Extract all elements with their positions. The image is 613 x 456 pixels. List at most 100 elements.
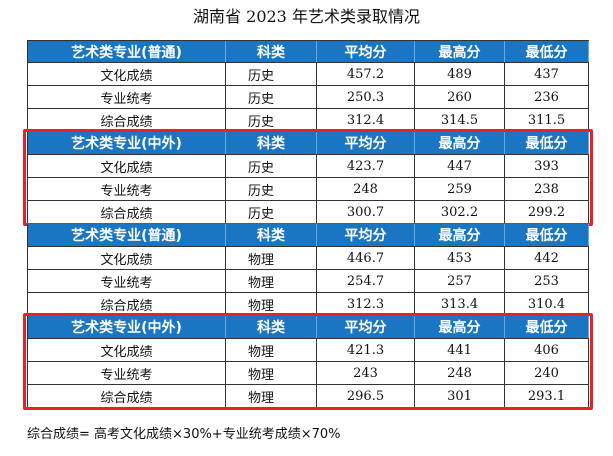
max-cell: 259 <box>415 178 505 200</box>
header-subject-cell: 科类 <box>226 41 317 62</box>
min-cell: 299.2 <box>505 201 589 223</box>
avg-cell: 296.5 <box>317 385 415 407</box>
section-name-cell: 艺术类专业(普通) <box>27 41 226 62</box>
min-cell: 253 <box>505 270 589 292</box>
row-label-cell: 专业统考 <box>27 270 226 292</box>
table-row: 综合成绩 物理 312.3 313.4 310.4 <box>27 293 589 316</box>
table-row: 综合成绩 物理 296.5 301 293.1 <box>27 385 589 408</box>
subject-cell: 历史 <box>226 155 317 177</box>
header-min-cell: 最低分 <box>505 132 589 154</box>
avg-cell: 421.3 <box>317 339 415 361</box>
header-max-cell: 最高分 <box>415 41 505 62</box>
avg-cell: 254.7 <box>317 270 415 292</box>
subject-cell: 历史 <box>226 86 317 108</box>
max-cell: 314.5 <box>415 109 505 131</box>
row-label-cell: 文化成绩 <box>27 155 226 177</box>
section-name-cell: 艺术类专业(中外) <box>27 132 226 154</box>
row-label-cell: 专业统考 <box>27 86 226 108</box>
section-name-cell: 艺术类专业(普通) <box>27 224 226 246</box>
header-max-cell: 最高分 <box>415 316 505 338</box>
admission-table: 艺术类专业(普通) 科类 平均分 最高分 最低分 文化成绩 历史 457.2 4… <box>23 40 593 410</box>
row-label-cell: 专业统考 <box>27 362 226 384</box>
header-min-cell: 最低分 <box>505 224 589 246</box>
header-subject-cell: 科类 <box>226 316 317 338</box>
max-cell: 248 <box>415 362 505 384</box>
table-row: 综合成绩 历史 300.7 302.2 299.2 <box>27 201 589 224</box>
header-min-cell: 最低分 <box>505 41 589 62</box>
header-avg-cell: 平均分 <box>317 132 415 154</box>
max-cell: 453 <box>415 247 505 269</box>
subject-cell: 历史 <box>226 201 317 223</box>
table-row: 文化成绩 历史 423.7 447 393 <box>27 155 589 178</box>
max-cell: 302.2 <box>415 201 505 223</box>
header-avg-cell: 平均分 <box>317 41 415 62</box>
avg-cell: 312.4 <box>317 109 415 131</box>
table-header-row: 艺术类专业(普通) 科类 平均分 最高分 最低分 <box>27 40 589 63</box>
section-name-cell: 艺术类专业(中外) <box>27 316 226 338</box>
row-label-cell: 文化成绩 <box>27 339 226 361</box>
min-cell: 442 <box>505 247 589 269</box>
avg-cell: 457.2 <box>317 63 415 85</box>
table-row: 专业统考 物理 254.7 257 253 <box>27 270 589 293</box>
subject-cell: 物理 <box>226 385 317 407</box>
min-cell: 293.1 <box>505 385 589 407</box>
min-cell: 238 <box>505 178 589 200</box>
max-cell: 257 <box>415 270 505 292</box>
table-header-row: 艺术类专业(普通) 科类 平均分 最高分 最低分 <box>27 224 589 247</box>
max-cell: 260 <box>415 86 505 108</box>
table-row: 综合成绩 历史 312.4 314.5 311.5 <box>27 109 589 132</box>
min-cell: 393 <box>505 155 589 177</box>
avg-cell: 446.7 <box>317 247 415 269</box>
min-cell: 406 <box>505 339 589 361</box>
subject-cell: 历史 <box>226 109 317 131</box>
formula-footnote: 综合成绩= 高考文化成绩×30%+专业统考成绩×70% <box>27 427 341 442</box>
max-cell: 447 <box>415 155 505 177</box>
table-row: 专业统考 历史 248 259 238 <box>27 178 589 201</box>
max-cell: 489 <box>415 63 505 85</box>
row-label-cell: 综合成绩 <box>27 201 226 223</box>
subject-cell: 物理 <box>226 339 317 361</box>
table-section-sino-foreign-physics: 艺术类专业(中外) 科类 平均分 最高分 最低分 文化成绩 物理 421.3 4… <box>23 313 593 410</box>
table-row: 文化成绩 历史 457.2 489 437 <box>27 63 589 86</box>
row-label-cell: 文化成绩 <box>27 247 226 269</box>
header-subject-cell: 科类 <box>226 132 317 154</box>
avg-cell: 250.3 <box>317 86 415 108</box>
header-avg-cell: 平均分 <box>317 224 415 246</box>
row-label-cell: 综合成绩 <box>27 385 226 407</box>
avg-cell: 423.7 <box>317 155 415 177</box>
table-row: 文化成绩 物理 446.7 453 442 <box>27 247 589 270</box>
min-cell: 310.4 <box>505 293 589 315</box>
subject-cell: 物理 <box>226 270 317 292</box>
page-title: 湖南省 2023 年艺术类录取情况 <box>193 7 420 26</box>
table-section-general-physics: 艺术类专业(普通) 科类 平均分 最高分 最低分 文化成绩 物理 446.7 4… <box>27 224 589 316</box>
avg-cell: 312.3 <box>317 293 415 315</box>
min-cell: 311.5 <box>505 109 589 131</box>
header-max-cell: 最高分 <box>415 132 505 154</box>
table-row: 专业统考 历史 250.3 260 236 <box>27 86 589 109</box>
max-cell: 301 <box>415 385 505 407</box>
min-cell: 240 <box>505 362 589 384</box>
subject-cell: 历史 <box>226 63 317 85</box>
row-label-cell: 文化成绩 <box>27 63 226 85</box>
table-row: 文化成绩 物理 421.3 441 406 <box>27 339 589 362</box>
table-section-sino-foreign-history: 艺术类专业(中外) 科类 平均分 最高分 最低分 文化成绩 历史 423.7 4… <box>23 129 593 226</box>
table-row: 专业统考 物理 243 248 240 <box>27 362 589 385</box>
header-max-cell: 最高分 <box>415 224 505 246</box>
row-label-cell: 综合成绩 <box>27 109 226 131</box>
header-avg-cell: 平均分 <box>317 316 415 338</box>
avg-cell: 300.7 <box>317 201 415 223</box>
max-cell: 441 <box>415 339 505 361</box>
subject-cell: 物理 <box>226 293 317 315</box>
header-min-cell: 最低分 <box>505 316 589 338</box>
table-header-row: 艺术类专业(中外) 科类 平均分 最高分 最低分 <box>27 132 589 155</box>
min-cell: 437 <box>505 63 589 85</box>
table-section-general-history: 艺术类专业(普通) 科类 平均分 最高分 最低分 文化成绩 历史 457.2 4… <box>27 40 589 132</box>
row-label-cell: 专业统考 <box>27 178 226 200</box>
header-subject-cell: 科类 <box>226 224 317 246</box>
subject-cell: 物理 <box>226 247 317 269</box>
max-cell: 313.4 <box>415 293 505 315</box>
avg-cell: 243 <box>317 362 415 384</box>
subject-cell: 历史 <box>226 178 317 200</box>
subject-cell: 物理 <box>226 362 317 384</box>
table-header-row: 艺术类专业(中外) 科类 平均分 最高分 最低分 <box>27 316 589 339</box>
